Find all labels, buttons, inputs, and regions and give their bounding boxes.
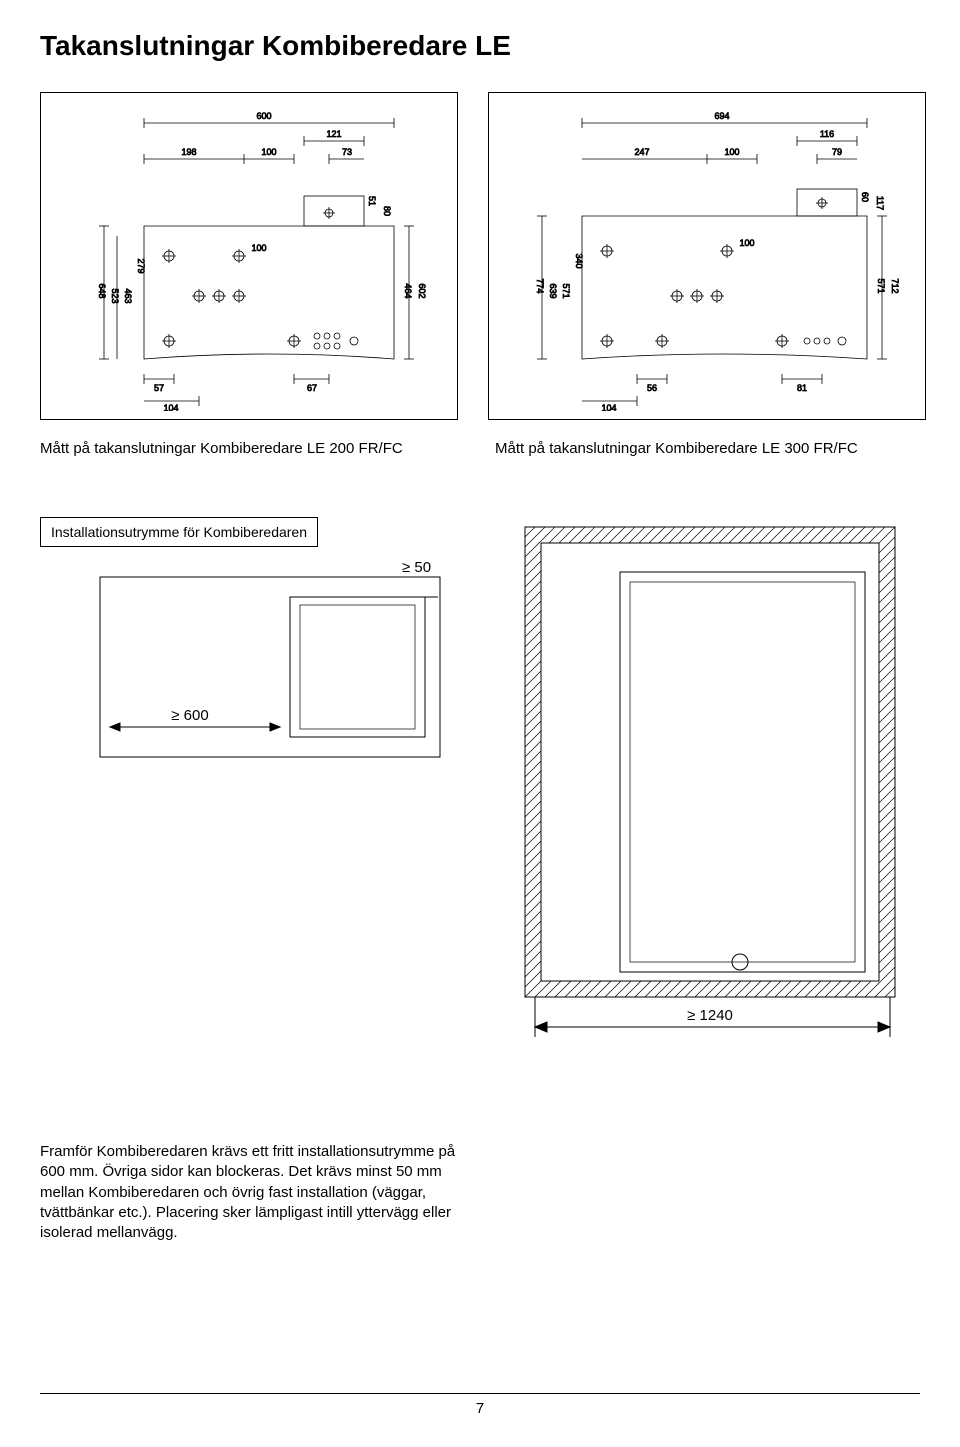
dim-label: 600 (256, 111, 271, 121)
page-title: Takanslutningar Kombiberedare LE (40, 30, 920, 62)
svg-text:712: 712 (890, 278, 900, 293)
svg-text:104: 104 (601, 403, 616, 411)
install-side-diagram: ≥ 1240 (495, 517, 915, 1057)
page-number: 7 (40, 1393, 920, 1417)
install-plan-diagram: ≥ 600 ≥ 50 (40, 517, 460, 937)
diagram-le200: 600 121 198 100 73 51 80 100 648 523 46 (40, 92, 458, 420)
svg-text:67: 67 (307, 383, 317, 393)
svg-text:81: 81 (797, 383, 807, 393)
svg-text:60: 60 (860, 192, 870, 202)
svg-text:≥ 1240: ≥ 1240 (687, 1007, 733, 1024)
install-label: Installationsutrymme för Kombiberedaren (40, 517, 318, 547)
svg-text:79: 79 (832, 147, 842, 157)
svg-text:340: 340 (574, 253, 584, 268)
svg-text:51: 51 (367, 196, 377, 206)
svg-text:100: 100 (739, 238, 754, 248)
svg-text:57: 57 (154, 383, 164, 393)
svg-text:523: 523 (110, 288, 120, 303)
svg-text:80: 80 (382, 206, 392, 216)
svg-text:≥ 600: ≥ 600 (171, 707, 208, 724)
diagram-le300: 694 116 247 100 79 60 117 100 774 639 57… (488, 92, 926, 420)
svg-text:648: 648 (97, 283, 107, 298)
svg-text:774: 774 (535, 278, 545, 293)
svg-text:571: 571 (876, 278, 886, 293)
svg-text:100: 100 (724, 147, 739, 157)
svg-text:104: 104 (163, 403, 178, 411)
svg-text:247: 247 (634, 147, 649, 157)
svg-text:116: 116 (820, 129, 834, 139)
svg-text:198: 198 (181, 147, 196, 157)
svg-text:100: 100 (261, 147, 276, 157)
svg-text:100: 100 (251, 243, 266, 253)
install-body-text: Framför Kombiberedaren krävs ett fritt i… (40, 1142, 465, 1243)
caption-left: Mått på takanslutningar Kombiberedare LE… (40, 440, 465, 457)
svg-text:639: 639 (548, 283, 558, 298)
svg-text:279: 279 (136, 258, 146, 273)
svg-text:56: 56 (647, 383, 657, 393)
svg-text:463: 463 (123, 288, 133, 303)
caption-right: Mått på takanslutningar Kombiberedare LE… (495, 440, 920, 457)
svg-text:117: 117 (875, 196, 885, 210)
svg-text:121: 121 (326, 129, 341, 139)
svg-text:73: 73 (342, 147, 352, 157)
svg-text:≥ 50: ≥ 50 (402, 559, 431, 576)
svg-text:694: 694 (714, 111, 729, 121)
svg-text:571: 571 (561, 283, 571, 298)
svg-text:464: 464 (403, 283, 413, 298)
svg-text:602: 602 (417, 283, 427, 298)
